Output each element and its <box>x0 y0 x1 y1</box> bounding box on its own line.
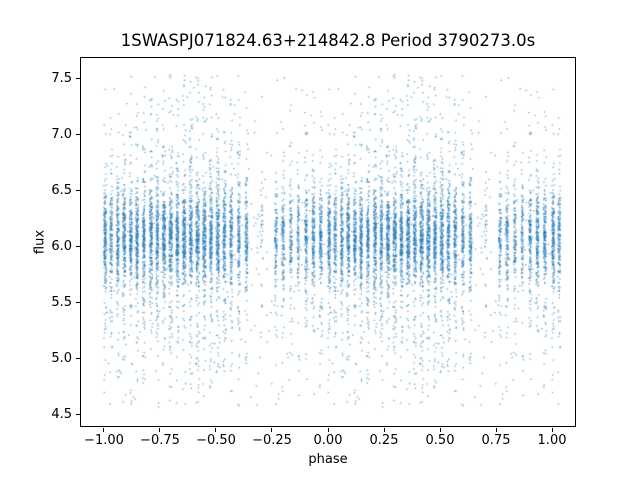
x-tick-label: 0.75 <box>481 433 511 448</box>
x-tick-mark <box>159 428 161 432</box>
x-tick-label: 1.00 <box>537 433 567 448</box>
y-tick-label: 7.0 <box>51 126 72 142</box>
y-tick-label: 4.5 <box>51 406 72 422</box>
x-tick-mark <box>271 428 273 432</box>
y-tick-mark <box>76 413 80 415</box>
x-tick-label: −0.25 <box>252 433 292 448</box>
x-tick-label: 0.25 <box>369 433 399 448</box>
y-tick-mark <box>76 189 80 191</box>
x-tick-mark <box>439 428 441 432</box>
x-tick-mark <box>215 428 217 432</box>
x-tick-label: −1.00 <box>84 433 124 448</box>
y-tick-mark <box>76 301 80 303</box>
x-tick-label: −0.75 <box>140 433 180 448</box>
y-tick-label: 5.0 <box>51 350 72 366</box>
x-tick-mark <box>551 428 553 432</box>
y-tick-mark <box>76 77 80 79</box>
y-tick-label: 6.5 <box>51 182 72 198</box>
x-tick-mark <box>383 428 385 432</box>
x-tick-label: 0.00 <box>313 433 343 448</box>
y-tick-label: 6.0 <box>51 238 72 254</box>
x-tick-mark <box>103 428 105 432</box>
y-tick-mark <box>76 133 80 135</box>
y-tick-mark <box>76 245 80 247</box>
x-tick-label: 0.50 <box>425 433 455 448</box>
x-tick-label: −0.50 <box>196 433 236 448</box>
y-tick-label: 5.5 <box>51 294 72 310</box>
x-tick-mark <box>495 428 497 432</box>
y-tick-mark <box>76 357 80 359</box>
y-tick-label: 7.5 <box>51 70 72 86</box>
plot-frame <box>80 57 576 427</box>
x-tick-mark <box>327 428 329 432</box>
